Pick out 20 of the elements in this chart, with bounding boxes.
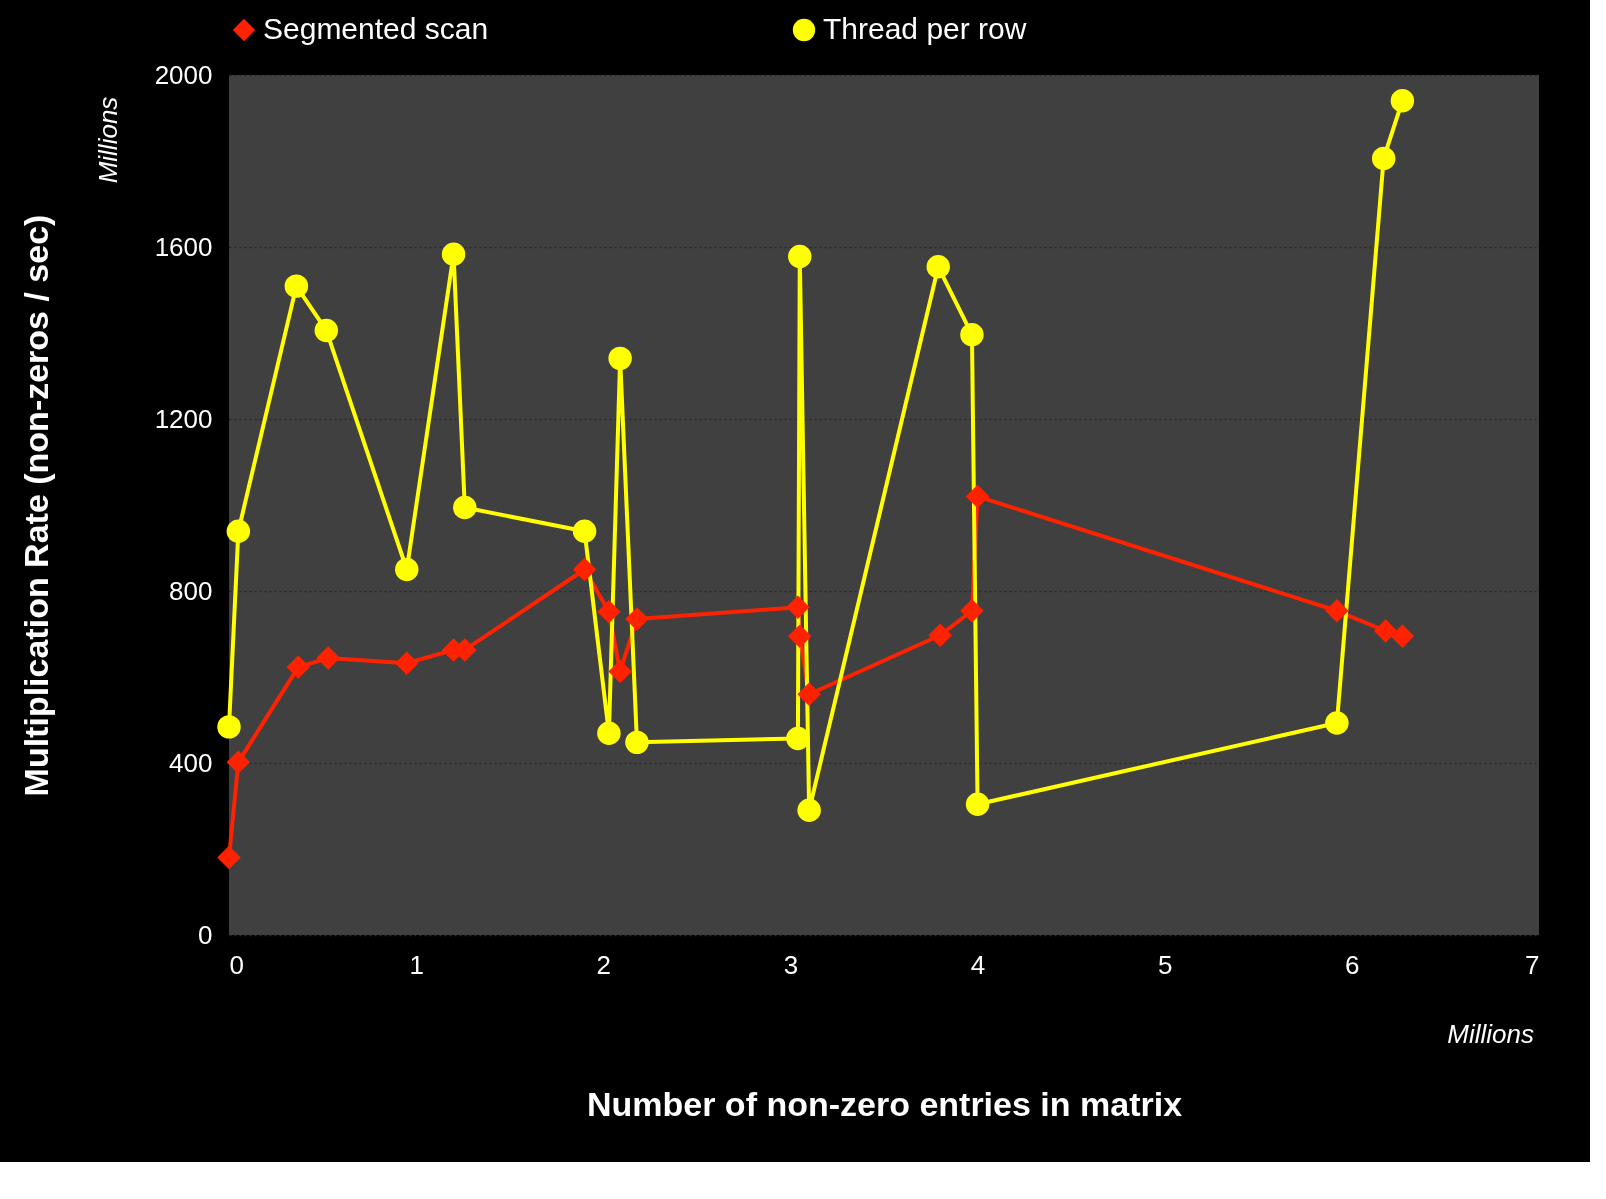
legend-label: Segmented scan: [263, 12, 489, 45]
text: Millions: [93, 96, 123, 184]
x-tick-label: 4: [970, 949, 986, 980]
legend-label: Thread per row: [823, 12, 1027, 45]
y-tick-label: 0: [198, 919, 213, 950]
x-tick-label: 5: [1157, 949, 1173, 980]
y-tick-label: 800: [169, 575, 213, 606]
y-tick-label: 1600: [154, 231, 213, 262]
x-tick-label: 6: [1345, 949, 1360, 980]
x-tick-label: 0: [229, 949, 244, 980]
y-axis-title: Multiplication Rate (non-zeros / sec): [16, 214, 55, 797]
text: Millions: [1447, 1019, 1534, 1049]
x-tick-label: 2: [596, 949, 612, 980]
x-axis-title: Number of non-zero entries in matrix: [586, 1084, 1183, 1123]
x-tick-label: 7: [1525, 949, 1540, 980]
x-tick-label: 1: [409, 949, 424, 980]
y-tick-label: 2000: [154, 59, 213, 90]
y-tick-label: 400: [169, 747, 213, 778]
y-tick-label: 1200: [154, 403, 213, 434]
x-tick-label: 3: [783, 949, 799, 980]
